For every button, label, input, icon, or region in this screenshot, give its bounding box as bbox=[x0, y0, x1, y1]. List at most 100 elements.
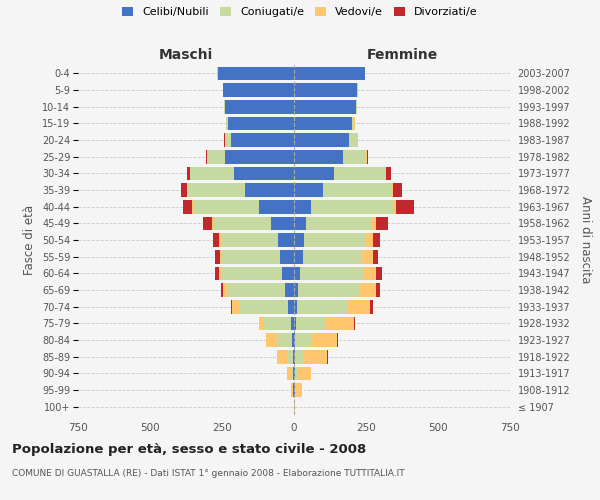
Bar bbox=[294, 250, 302, 264]
Legend: Celibi/Nubili, Coniugati/e, Vedovi/e, Divorziati/e: Celibi/Nubili, Coniugati/e, Vedovi/e, Di… bbox=[118, 2, 482, 22]
Bar bbox=[294, 200, 311, 213]
Bar bbox=[183, 200, 192, 213]
Bar bbox=[190, 166, 233, 180]
Bar bbox=[203, 216, 212, 230]
Bar bbox=[280, 250, 294, 264]
Bar bbox=[294, 83, 358, 97]
Bar bbox=[225, 100, 294, 114]
Text: Popolazione per età, sesso e stato civile - 2008: Popolazione per età, sesso e stato civil… bbox=[12, 442, 366, 456]
Bar bbox=[271, 216, 294, 230]
Bar bbox=[294, 116, 352, 130]
Bar bbox=[214, 233, 219, 247]
Bar bbox=[277, 333, 292, 347]
Bar bbox=[300, 266, 363, 280]
Bar bbox=[352, 116, 355, 130]
Bar bbox=[394, 183, 402, 197]
Bar bbox=[226, 116, 228, 130]
Bar bbox=[297, 300, 347, 314]
Bar bbox=[218, 66, 294, 80]
Bar bbox=[394, 200, 396, 213]
Bar bbox=[294, 283, 298, 297]
Bar bbox=[376, 266, 382, 280]
Bar bbox=[294, 216, 305, 230]
Bar bbox=[215, 266, 219, 280]
Bar bbox=[293, 366, 294, 380]
Bar bbox=[223, 83, 294, 97]
Bar bbox=[295, 333, 311, 347]
Bar bbox=[277, 350, 287, 364]
Bar bbox=[298, 366, 311, 380]
Bar bbox=[370, 300, 373, 314]
Bar bbox=[287, 350, 293, 364]
Bar bbox=[233, 166, 294, 180]
Bar bbox=[264, 316, 291, 330]
Bar bbox=[222, 266, 283, 280]
Bar bbox=[228, 116, 294, 130]
Bar bbox=[349, 133, 358, 147]
Bar bbox=[291, 383, 293, 397]
Bar bbox=[304, 233, 366, 247]
Bar bbox=[323, 183, 392, 197]
Bar bbox=[294, 300, 297, 314]
Bar bbox=[230, 300, 232, 314]
Bar bbox=[288, 300, 294, 314]
Bar bbox=[376, 283, 380, 297]
Bar bbox=[230, 133, 294, 147]
Bar bbox=[214, 216, 271, 230]
Bar bbox=[311, 200, 394, 213]
Bar bbox=[228, 283, 286, 297]
Y-axis label: Anni di nascita: Anni di nascita bbox=[579, 196, 592, 284]
Bar bbox=[291, 366, 293, 380]
Bar bbox=[293, 350, 294, 364]
Bar bbox=[392, 183, 394, 197]
Bar bbox=[187, 183, 245, 197]
Bar bbox=[232, 300, 239, 314]
Bar bbox=[294, 316, 296, 330]
Bar bbox=[325, 316, 354, 330]
Bar bbox=[222, 250, 280, 264]
Bar bbox=[221, 233, 278, 247]
Bar bbox=[283, 266, 294, 280]
Bar bbox=[356, 100, 358, 114]
Bar bbox=[239, 300, 288, 314]
Bar bbox=[359, 283, 376, 297]
Text: COMUNE DI GUASTALLA (RE) - Dati ISTAT 1° gennaio 2008 - Elaborazione TUTTITALIA.: COMUNE DI GUASTALLA (RE) - Dati ISTAT 1°… bbox=[12, 468, 404, 477]
Bar bbox=[366, 233, 373, 247]
Bar bbox=[296, 316, 325, 330]
Bar bbox=[363, 266, 376, 280]
Bar bbox=[294, 266, 300, 280]
Bar bbox=[221, 283, 223, 297]
Bar bbox=[294, 183, 323, 197]
Bar bbox=[295, 383, 296, 397]
Bar bbox=[334, 166, 385, 180]
Bar bbox=[291, 316, 294, 330]
Bar bbox=[225, 133, 230, 147]
Bar bbox=[245, 183, 294, 197]
Bar bbox=[294, 166, 334, 180]
Bar bbox=[259, 200, 294, 213]
Bar bbox=[220, 250, 222, 264]
Bar bbox=[354, 316, 355, 330]
Bar bbox=[385, 166, 386, 180]
Bar bbox=[208, 150, 225, 164]
Bar bbox=[215, 250, 220, 264]
Bar bbox=[292, 333, 294, 347]
Bar bbox=[376, 216, 388, 230]
Text: Maschi: Maschi bbox=[159, 48, 213, 62]
Bar bbox=[212, 216, 214, 230]
Bar bbox=[343, 150, 366, 164]
Bar bbox=[294, 133, 349, 147]
Bar bbox=[294, 233, 304, 247]
Bar bbox=[266, 333, 277, 347]
Bar bbox=[373, 233, 380, 247]
Bar bbox=[187, 166, 190, 180]
Bar bbox=[396, 200, 413, 213]
Bar bbox=[294, 66, 365, 80]
Bar bbox=[181, 183, 187, 197]
Bar bbox=[192, 200, 193, 213]
Bar bbox=[362, 250, 373, 264]
Bar bbox=[278, 233, 294, 247]
Bar bbox=[367, 150, 368, 164]
Bar bbox=[219, 233, 221, 247]
Y-axis label: Fasce di età: Fasce di età bbox=[23, 205, 37, 275]
